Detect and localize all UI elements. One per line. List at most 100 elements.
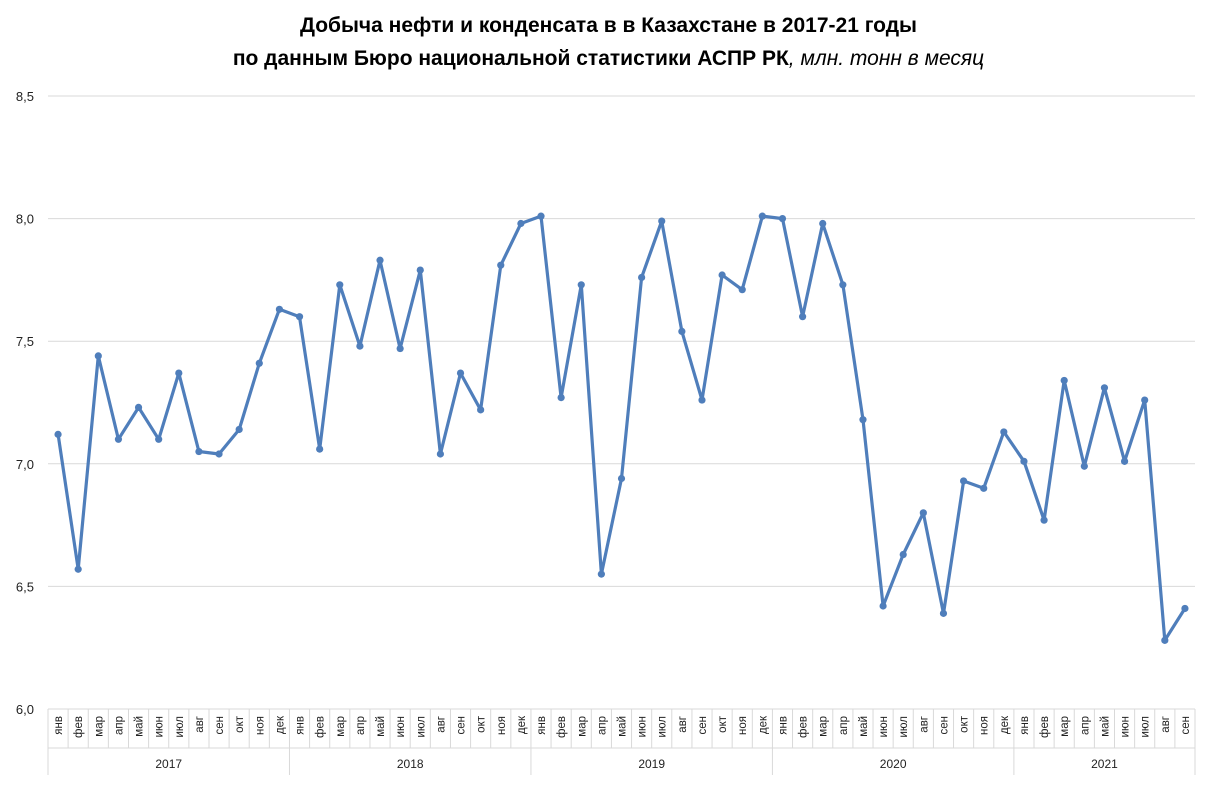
x-tick-label: ноя [254, 716, 266, 735]
data-point [557, 393, 565, 402]
data-point [275, 305, 284, 313]
data-point [376, 256, 384, 264]
data-point [295, 313, 304, 321]
data-point [114, 435, 123, 443]
data-point [859, 416, 867, 424]
data-point [54, 430, 62, 438]
x-tick-label: авг [1160, 716, 1172, 733]
data-point [839, 281, 847, 289]
data-point [537, 212, 545, 220]
data-point [1120, 457, 1129, 465]
data-point [497, 261, 505, 269]
data-point [134, 403, 143, 412]
data-point [738, 286, 746, 294]
data-point [477, 406, 485, 414]
y-tick-label: 8,0 [16, 212, 34, 227]
data-point [356, 342, 364, 350]
y-axis: 6,0 6,5 7,0 7,5 8,0 8,5 [16, 89, 34, 717]
x-year-label: 2018 [397, 757, 424, 771]
data-point [577, 281, 585, 289]
data-point [1060, 376, 1068, 385]
data-point [456, 369, 465, 377]
x-tick-label: апр [596, 716, 608, 735]
y-tick-label: 6,0 [16, 702, 34, 717]
x-tick-label: янв [777, 716, 789, 735]
x-tick-label: мар [818, 716, 830, 737]
data-point [678, 327, 686, 335]
x-tick-label: июл [657, 716, 669, 738]
data-point [336, 281, 344, 289]
data-point [597, 570, 605, 578]
data-point [1080, 462, 1088, 470]
x-tick-label: авг [677, 716, 689, 733]
data-point [778, 215, 787, 223]
data-point [1000, 428, 1008, 436]
data-point [617, 474, 626, 483]
x-tick-label: ноя [737, 716, 749, 735]
x-tick-label: сен [1180, 716, 1192, 735]
data-point [879, 602, 887, 610]
x-tick-label: сен [456, 716, 468, 735]
data-point [94, 352, 102, 360]
x-tick-label: апр [355, 716, 367, 735]
x-tick-label: май [617, 716, 629, 737]
x-tick-label: апр [113, 716, 125, 735]
x-tick-label: фев [556, 716, 568, 738]
x-year-label: 2020 [880, 757, 907, 771]
x-tick-label: май [858, 716, 870, 737]
x-tick-label: дек [274, 715, 286, 734]
data-point [799, 313, 807, 321]
data-point [396, 344, 404, 353]
data-point [175, 369, 183, 377]
x-axis: янв фев мар апр май июн июл авг сен окт ноя дек янв ф… [47, 709, 1196, 775]
x-year-label: 2019 [638, 757, 665, 771]
x-tick-label: фев [798, 716, 810, 738]
series-path [56, 214, 1187, 642]
data-point [959, 477, 968, 485]
data-point [939, 609, 948, 617]
data-point [1020, 457, 1028, 465]
data-point [718, 271, 726, 279]
x-tick-label: окт [476, 715, 488, 733]
data-point [517, 219, 525, 228]
x-tick-label: авг [435, 716, 447, 733]
data-point [899, 550, 907, 559]
data-point [255, 359, 263, 367]
x-tick-label: мар [335, 716, 347, 737]
x-year-label: 2021 [1091, 757, 1118, 771]
y-tick-label: 7,5 [16, 334, 34, 349]
chart-subtitle: по данным Бюро национальной статистики А… [0, 47, 1217, 71]
x-tick-label: мар [576, 716, 588, 737]
x-tick-label: дек [516, 715, 528, 734]
chart-title: Добыча нефти и конденсата в в Казахстане… [299, 14, 917, 37]
y-tick-label: 8,5 [16, 89, 34, 104]
x-tick-label: ноя [979, 716, 991, 735]
x-tick-label: авг [194, 716, 206, 733]
data-point [1161, 636, 1169, 644]
x-tick-label: фев [73, 716, 85, 738]
data-point [436, 450, 444, 458]
data-point [698, 396, 706, 404]
x-tick-label: окт [234, 715, 246, 733]
data-point [215, 450, 223, 458]
x-tick-label: июл [174, 716, 186, 738]
x-tick-label: дек [757, 715, 769, 734]
x-tick-label: июн [154, 716, 166, 737]
x-tick-label: янв [53, 716, 65, 735]
x-tick-label: ноя [496, 716, 508, 735]
x-tick-label: июн [878, 716, 890, 737]
data-point [195, 447, 203, 456]
data-point [980, 484, 988, 492]
data-point [235, 425, 243, 434]
data-point [155, 435, 163, 443]
x-tick-label: июл [415, 716, 427, 738]
x-tick-label: мар [1059, 716, 1071, 737]
data-point [658, 217, 666, 225]
x-tick-label: окт [717, 715, 729, 733]
chart-subtitle-main: по данным Бюро национальной статистики А… [232, 47, 789, 70]
x-tick-label: дек [999, 715, 1011, 734]
data-point [316, 445, 324, 453]
data-point [758, 212, 766, 220]
gridlines [48, 95, 1195, 710]
chart-subtitle-unit: , млн. тонн в месяц [788, 47, 985, 70]
